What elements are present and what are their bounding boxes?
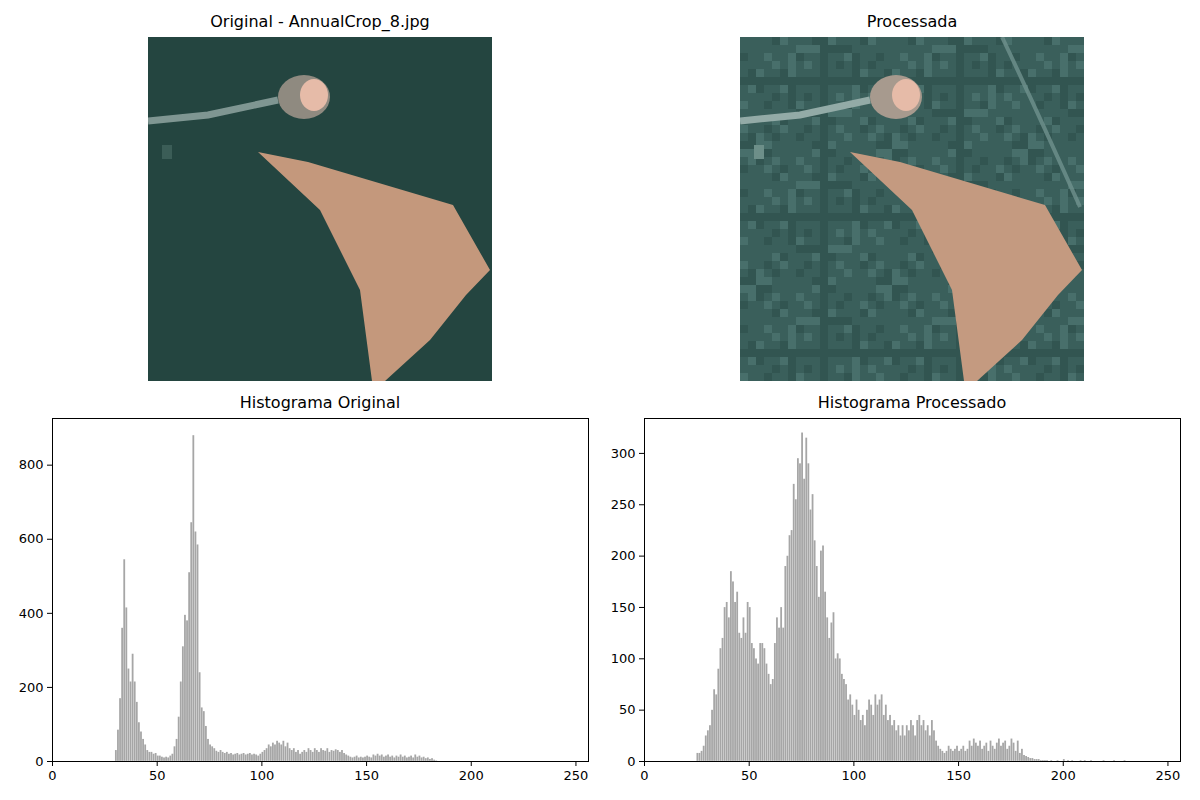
svg-text:250: 250 bbox=[611, 497, 636, 512]
html-text:Original - AnnualCrop_8.jpg: Original - AnnualCrop_8.jpg bbox=[210, 12, 430, 31]
svg-text:200: 200 bbox=[459, 768, 484, 783]
svg-text:0: 0 bbox=[48, 768, 56, 783]
svg-text:150: 150 bbox=[946, 768, 971, 783]
html-text:Histograma Original: Histograma Original bbox=[239, 393, 401, 412]
svg-text:100: 100 bbox=[611, 651, 636, 666]
svg-text:0: 0 bbox=[627, 754, 635, 769]
svg-text:600: 600 bbox=[19, 531, 44, 546]
svg-text:200: 200 bbox=[611, 548, 636, 563]
svg-text:300: 300 bbox=[611, 446, 636, 461]
svg-text:50: 50 bbox=[741, 768, 758, 783]
svg-text:400: 400 bbox=[19, 605, 44, 620]
svg-text:200: 200 bbox=[1051, 768, 1076, 783]
svg-text:150: 150 bbox=[611, 600, 636, 615]
svg-text:0: 0 bbox=[640, 768, 648, 783]
svg-text:250: 250 bbox=[564, 768, 589, 783]
svg-text:100: 100 bbox=[841, 768, 866, 783]
svg-text:150: 150 bbox=[354, 768, 379, 783]
svg-text:50: 50 bbox=[149, 768, 166, 783]
svg-text:800: 800 bbox=[19, 457, 44, 472]
svg-text:50: 50 bbox=[619, 702, 636, 717]
svg-text:0: 0 bbox=[35, 754, 43, 769]
svg-text:100: 100 bbox=[249, 768, 274, 783]
svg-text:250: 250 bbox=[1156, 768, 1181, 783]
html-text:Processada: Processada bbox=[866, 12, 958, 31]
svg-text:200: 200 bbox=[19, 680, 44, 695]
html-text:Histograma Processado: Histograma Processado bbox=[817, 393, 1007, 412]
